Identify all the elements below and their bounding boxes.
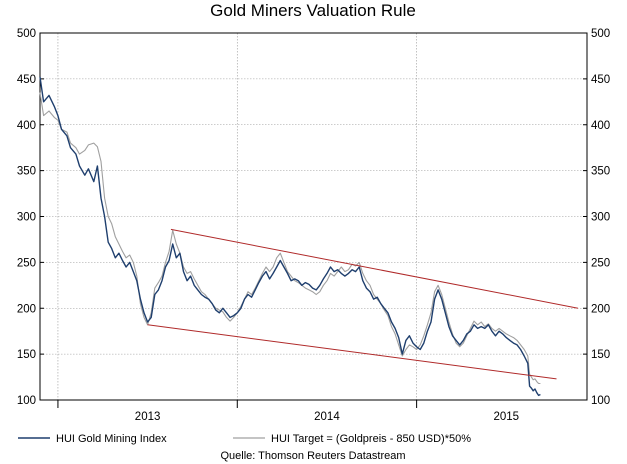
y-tick-label-right: 300 <box>591 212 610 224</box>
upper-channel-line <box>170 228 579 309</box>
plot-frame <box>39 32 588 401</box>
y-tick-label-left: 100 <box>17 395 36 407</box>
y-tick-label-right: 250 <box>591 257 610 269</box>
y-tick-label-right: 150 <box>591 349 610 361</box>
legend: HUI Gold Mining Index HUI Target = (Goldp… <box>18 433 471 445</box>
y-tick-label-left: 250 <box>17 257 36 269</box>
source-note: Quelle: Thomson Reuters Datastream <box>220 450 405 462</box>
lower-channel-line <box>147 324 557 380</box>
y-tick-label-left: 350 <box>17 166 36 178</box>
x-tick-label: 2013 <box>135 411 161 423</box>
y-tick-label-right: 100 <box>591 395 610 407</box>
y-tick-label-left: 200 <box>17 303 36 315</box>
hui-target-line <box>39 92 541 385</box>
y-tick-label-right: 350 <box>591 166 610 178</box>
y-tick-label-left: 150 <box>17 349 36 361</box>
chart-title: Gold Miners Valuation Rule <box>210 1 416 20</box>
legend-label-target: HUI Target = (Goldpreis - 850 USD)*50% <box>271 433 471 445</box>
x-tick-label: 2015 <box>493 411 519 423</box>
y-tick-label-left: 500 <box>17 28 36 40</box>
axes: 100 100 150 150 200 200 250 250 300 300 350 350 400 4… <box>17 28 610 423</box>
y-tick-label-right: 450 <box>591 74 610 86</box>
series-layer <box>39 76 541 397</box>
hui-index-line <box>39 76 541 397</box>
y-tick-label-right: 200 <box>591 303 610 315</box>
y-tick-label-right: 500 <box>591 28 610 40</box>
y-tick-label-left: 450 <box>17 74 36 86</box>
legend-label-index: HUI Gold Mining Index <box>56 433 167 445</box>
trendline-layer <box>147 228 579 380</box>
y-tick-label-right: 400 <box>591 120 610 132</box>
y-tick-label-left: 300 <box>17 212 36 224</box>
grid <box>40 33 587 400</box>
x-tick-label: 2014 <box>314 411 340 423</box>
y-tick-label-left: 400 <box>17 120 36 132</box>
